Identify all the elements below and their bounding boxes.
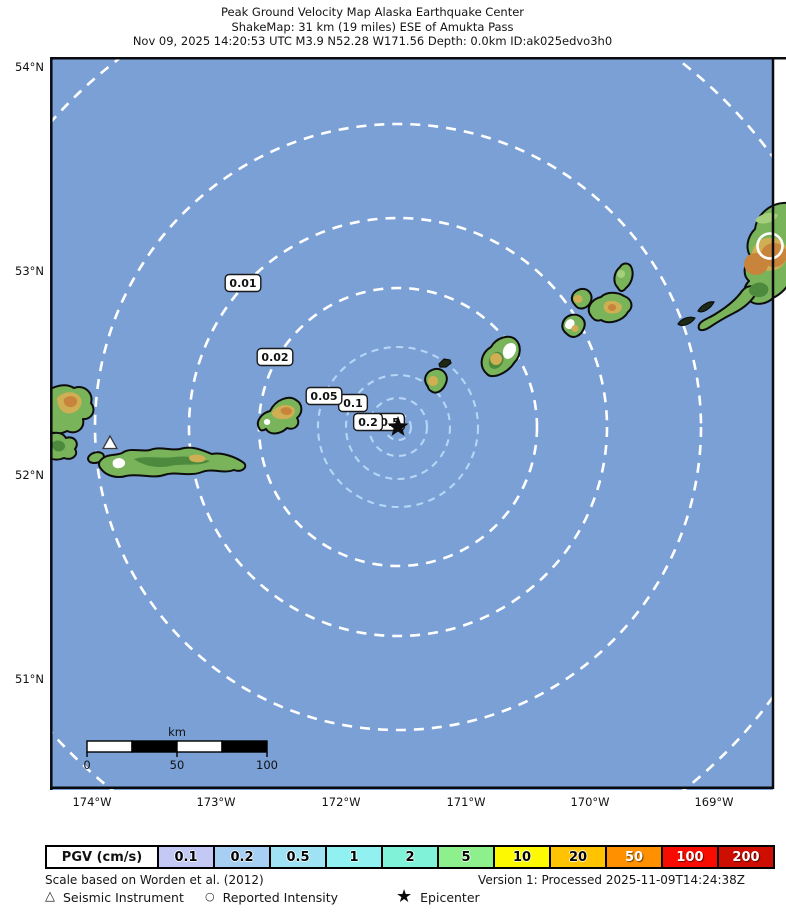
lat-label: 54°N (15, 60, 44, 74)
scale-bar: km 0 50 100 (83, 725, 278, 772)
pgv-contour-circle (316, 345, 480, 509)
svg-text:0.01: 0.01 (229, 277, 256, 290)
lon-label: 173°W (196, 795, 236, 809)
seismic-instrument-icon: △ (45, 889, 55, 904)
islet-ne-2 (697, 301, 715, 313)
legend-cell: 1 (325, 847, 381, 867)
symbol-label: Reported Intensity (222, 889, 339, 905)
map-frame (50, 57, 786, 790)
island-west-lobe (50, 431, 78, 461)
scale-bar-tick-label: 50 (170, 758, 185, 772)
lat-label: 53°N (15, 264, 44, 278)
lon-label: 170°W (570, 795, 610, 809)
pgv-contour-circle (344, 373, 452, 481)
symbol-legend-item-seismic-instrument: △ Seismic Instrument (45, 888, 184, 906)
lon-label: 171°W (446, 795, 486, 809)
island-northeast-large (697, 202, 786, 332)
legend-cell: 5 (437, 847, 493, 867)
islet-ne-1 (677, 316, 696, 327)
scale-reference-note: Scale based on Worden et al. (2012) (45, 873, 264, 887)
caldera-ring (756, 232, 784, 260)
contour-label: 0.2 (352, 412, 384, 432)
contour-label: 0.01 (224, 273, 262, 293)
symbol-legend-item-epicenter: ★ Epicenter (396, 888, 480, 906)
island-small-2 (561, 313, 586, 338)
lon-label: 169°W (694, 795, 734, 809)
legend-cell: 20 (549, 847, 605, 867)
island-long-chain (97, 446, 247, 479)
island-small-mid (424, 367, 448, 394)
contour-label: 0.1 (337, 393, 369, 413)
lat-label: 51°N (15, 672, 44, 686)
legend-cell: 200 (717, 847, 773, 867)
pgv-contour-circle (93, 122, 703, 732)
reported-intensity-icon: ○ (205, 890, 215, 903)
legend-title: PGV (cm/s) (47, 847, 157, 867)
legend-cell: 0.5 (269, 847, 325, 867)
version-processed-text: Version 1: Processed 2025-11-09T14:24:38… (478, 873, 745, 887)
scale-bar-tick-label: 0 (83, 758, 90, 772)
epicenter-icon: ★ (396, 886, 413, 907)
scale-bar-tick-label: 100 (256, 758, 278, 772)
svg-text:0.05: 0.05 (310, 390, 337, 403)
island-small-4 (587, 291, 633, 324)
seismic-station-triangle-icon (101, 434, 119, 450)
legend-cell: 50 (605, 847, 661, 867)
map-overlay: 0.50.20.10.050.020.01 (101, 273, 409, 450)
svg-text:0.02: 0.02 (261, 351, 288, 364)
islands-group (50, 202, 786, 479)
pgv-legend-bar: PGV (cm/s) 0.1 0.2 0.5 1 2 5 10 20 50 100 200 (45, 845, 775, 869)
island-amukta (256, 396, 303, 435)
islet-mid (438, 358, 452, 368)
lat-label: 52°N (15, 468, 44, 482)
svg-text:0.2: 0.2 (358, 416, 378, 429)
symbol-label: Seismic Instrument (63, 889, 184, 905)
event-info-line: Nov 09, 2025 14:20:53 UTC M3.9 N52.28 W1… (132, 34, 613, 49)
map-svg: 0.50.20.10.050.020.01 km 0 50 100 (50, 57, 786, 790)
map-canvas: 0.5 0.2 0.1 0.05 0.02 0.01 km 0 50 100 (50, 57, 786, 790)
map-title-block: Peak Ground Velocity Map Alaska Earthqua… (0, 5, 745, 49)
island-snowcap (480, 335, 521, 378)
lon-label: 174°W (72, 795, 112, 809)
legend-cell: 100 (661, 847, 717, 867)
contour-label: 0.02 (256, 347, 294, 367)
contour-label: 0.05 (305, 386, 343, 406)
scale-bar-unit: km (168, 725, 186, 739)
legend-cell: 0.1 (157, 847, 213, 867)
symbol-legend-item-reported-intensity: ○ Reported Intensity (205, 888, 338, 906)
legend-cell: 2 (381, 847, 437, 867)
legend-cell: 10 (493, 847, 549, 867)
legend-cell: 0.2 (213, 847, 269, 867)
page-subtitle: ShakeMap: 31 km (19 miles) ESE of Amukta… (231, 19, 514, 34)
epicenter-star-icon (387, 416, 409, 436)
pgv-contour-circle (187, 216, 609, 638)
svg-text:0.1: 0.1 (343, 397, 363, 410)
island-small-3 (570, 287, 593, 310)
symbol-label: Epicenter (420, 889, 480, 905)
island-small-5 (613, 262, 634, 292)
lon-label: 172°W (321, 795, 361, 809)
page-title: Peak Ground Velocity Map Alaska Earthqua… (220, 5, 525, 19)
